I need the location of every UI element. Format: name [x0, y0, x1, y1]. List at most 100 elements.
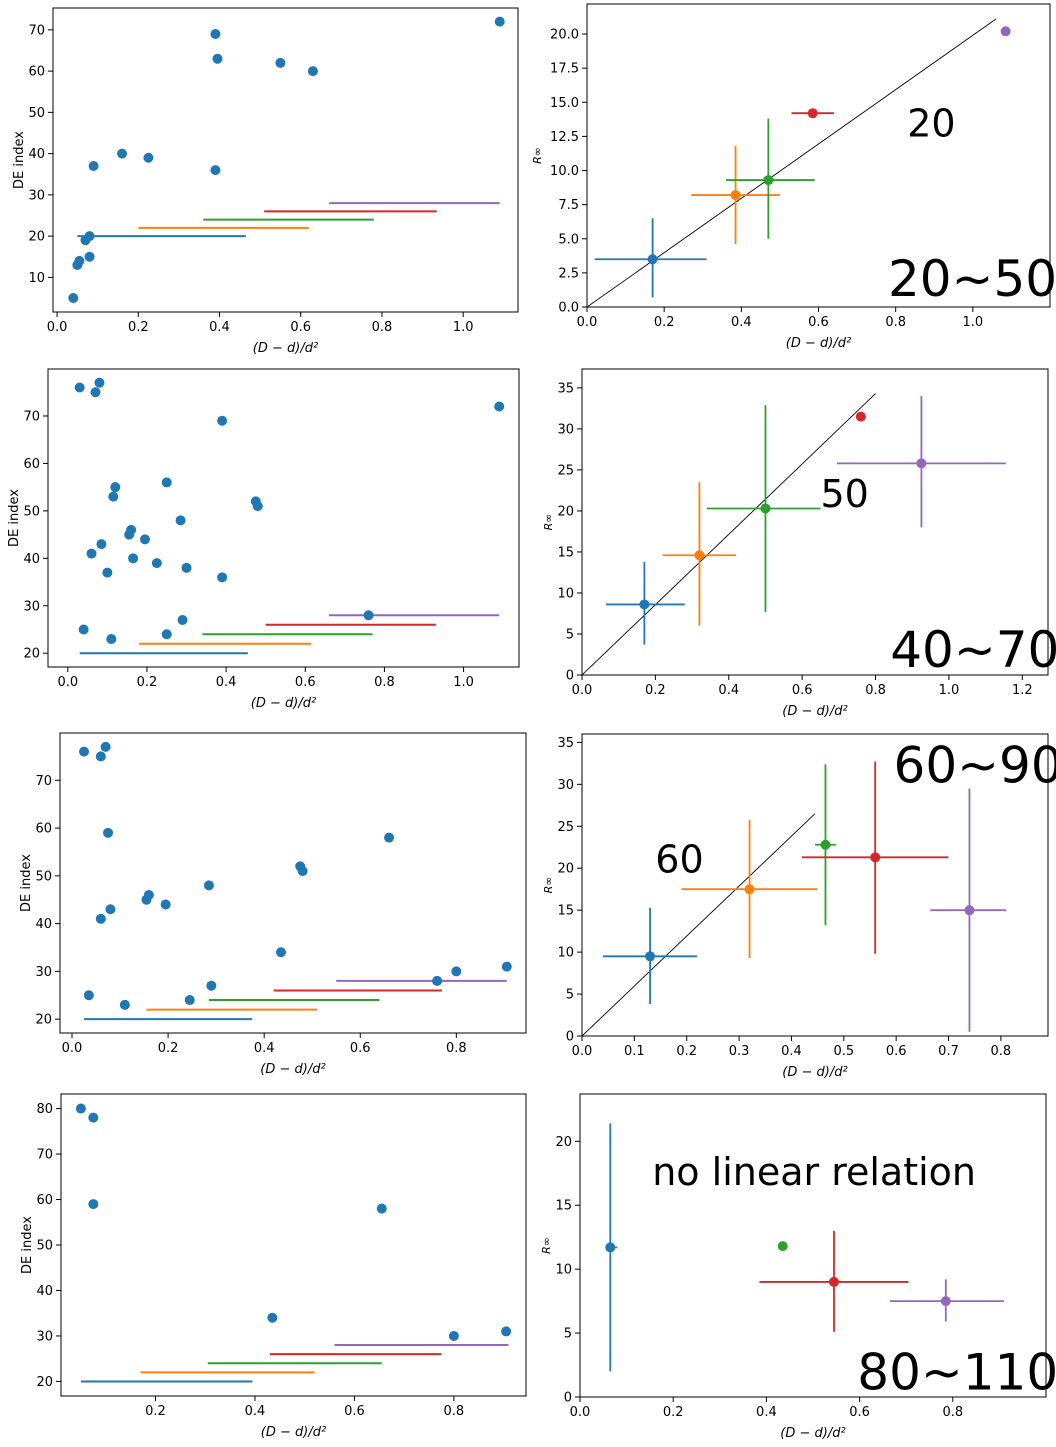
y-tick-label: 0 — [566, 669, 574, 684]
y-tick-label: 40 — [23, 552, 40, 567]
y-tick-label: 35 — [557, 736, 574, 751]
y-tick-label: 35 — [557, 381, 574, 396]
x-axis-label: (D − d)/d² — [253, 341, 318, 356]
data-point — [88, 1112, 99, 1123]
data-point — [100, 741, 111, 752]
x-tick-label: 0.0 — [62, 1041, 83, 1056]
y-tick-label: 0 — [564, 1391, 572, 1406]
y-tick-label: 0.0 — [558, 301, 579, 316]
data-point — [307, 66, 318, 77]
chart-panel-8: no linear relation 80~110 0.0 0.2 0.4 0.6 0.8 0… — [540, 1093, 1056, 1441]
data-point — [605, 1242, 616, 1253]
data-point — [384, 832, 395, 843]
data-point — [730, 190, 741, 201]
data-point — [760, 503, 771, 514]
data-point — [95, 913, 106, 924]
data-point — [940, 1296, 951, 1307]
data-point — [86, 548, 97, 559]
x-tick-label: 0.2 — [137, 675, 158, 690]
chart-panel-2: 20 20~50 0.0 0.2 0.4 0.6 0.8 1.0 0.0 2.5 5.0 7.5 10.… — [531, 3, 1056, 351]
x-tick-label: 1.0 — [962, 315, 983, 330]
axes-frame — [59, 732, 527, 1034]
data-point — [151, 558, 162, 569]
y-tick-label: 7.5 — [558, 198, 579, 213]
y-tick-label: 25 — [557, 463, 574, 478]
data-point — [78, 624, 89, 635]
y-tick-label: 80 — [36, 1102, 53, 1117]
x-tick-label: 1.0 — [453, 675, 474, 690]
y-tick-label: 15 — [555, 1199, 572, 1214]
y-tick-label: 70 — [23, 409, 40, 424]
data-point — [639, 599, 650, 610]
y-axis-label: R∞ — [542, 877, 555, 894]
y-tick-label: 50 — [35, 869, 52, 884]
x-axis-label: (D − d)/d² — [251, 696, 316, 711]
y-tick-label: 30 — [23, 599, 40, 614]
data-point — [645, 951, 656, 962]
plot-area — [582, 761, 1007, 1036]
x-tick-label: 0.2 — [158, 1041, 179, 1056]
y-tick-label: 25 — [557, 820, 574, 835]
data-point — [90, 387, 101, 398]
data-point — [106, 634, 117, 645]
x-axis-label: (D − d)/d² — [261, 1425, 326, 1440]
y-axis-label: DE index — [7, 489, 22, 547]
data-point — [252, 501, 263, 512]
data-point — [363, 610, 374, 621]
data-point — [126, 524, 137, 535]
x-tick-label: 0.6 — [808, 315, 829, 330]
data-point — [964, 905, 975, 916]
x-tick-label: 0.6 — [344, 1404, 365, 1419]
y-tick-label: 60 — [35, 822, 52, 837]
y-tick-label: 60 — [28, 65, 45, 80]
data-point — [119, 999, 130, 1010]
data-point — [501, 961, 512, 972]
y-tick-label: 10 — [555, 1263, 572, 1278]
y-tick-label: 50 — [28, 106, 45, 121]
x-tick-label: 0.1 — [624, 1044, 645, 1059]
y-tick-label: 30 — [557, 422, 574, 437]
x-tick-label: 0.4 — [209, 320, 230, 335]
data-point — [143, 889, 154, 900]
x-axis-label: (D − d)/d² — [780, 1426, 845, 1441]
data-point — [203, 880, 214, 891]
data-point — [820, 839, 831, 850]
data-point — [74, 255, 85, 266]
axes-frame — [581, 368, 1049, 676]
x-tick-label: 0.6 — [350, 1041, 371, 1056]
data-point — [139, 534, 150, 545]
x-tick-label: 0.6 — [290, 320, 311, 335]
x-tick-label: 0.0 — [57, 675, 78, 690]
x-tick-label: 0.2 — [654, 315, 675, 330]
chart-panel-5: 0.0 0.2 0.4 0.6 0.8 20 30 40 50 60 70 (D − d)/d² DE … — [19, 732, 527, 1077]
y-tick-label: 30 — [28, 188, 45, 203]
annotation-label: 60~90 — [894, 737, 1056, 795]
chart-panel-3: 0.0 0.2 0.4 0.6 0.8 1.0 20 30 40 50 60 70 (D − d)/d²… — [7, 368, 520, 711]
chart-panel-4: 50 40~70 0.0 0.2 0.4 0.6 0.8 1.0 1.2 0 5 10 15 20 25 30… — [542, 368, 1056, 719]
data-point — [175, 515, 186, 526]
y-tick-label: 10 — [28, 271, 45, 286]
y-tick-label: 40 — [36, 1284, 53, 1299]
y-tick-label: 12.5 — [550, 130, 579, 145]
data-point — [110, 482, 121, 493]
x-axis-label: (D − d)/d² — [782, 704, 847, 719]
data-point — [501, 1326, 512, 1337]
y-tick-label: 15.0 — [550, 96, 579, 111]
axes-frame — [60, 1093, 527, 1397]
plot-area — [74, 377, 505, 655]
y-tick-label: 20 — [35, 1013, 52, 1028]
x-tick-label: 0.4 — [245, 1404, 266, 1419]
data-point — [807, 108, 818, 119]
data-point — [777, 1241, 788, 1252]
y-tick-label: 20 — [555, 1135, 572, 1150]
data-point — [105, 904, 116, 915]
y-tick-label: 10 — [557, 586, 574, 601]
data-point — [206, 980, 217, 991]
data-point — [96, 539, 107, 550]
chart-panel-6: 60 60~90 0.0 0.1 0.2 0.3 0.4 0.5 0.6 0.7 0.8 0 5 10 15… — [542, 733, 1056, 1080]
x-tick-label: 0.2 — [128, 320, 149, 335]
x-tick-label: 1.0 — [453, 320, 474, 335]
data-point — [184, 995, 195, 1006]
data-point — [448, 1330, 459, 1341]
